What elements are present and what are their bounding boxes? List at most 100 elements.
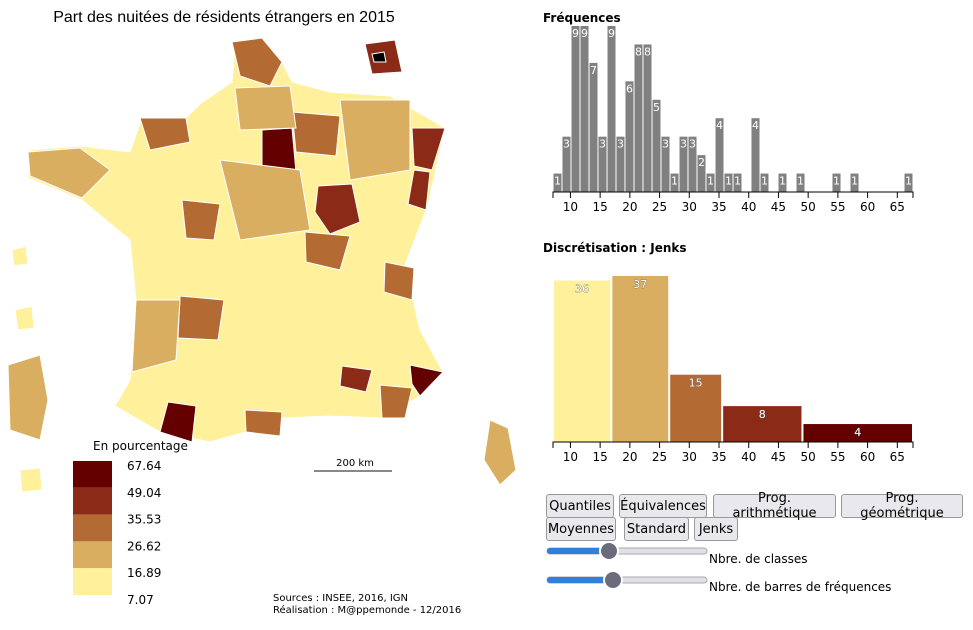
- legend: 67.64 49.04 35.53 26.62 16.89 7.07: [73, 459, 161, 607]
- credits: Réalisation : M@ppemonde - 12/2016: [273, 604, 461, 616]
- x-tick-label: 15: [592, 450, 607, 464]
- bar-label: 3: [599, 138, 606, 151]
- bar-label: 6: [626, 82, 633, 95]
- x-tick-label: 55: [830, 200, 845, 214]
- map-title: Part des nuitées de résidents étrangers …: [53, 9, 395, 26]
- bar-label: 1: [554, 175, 561, 188]
- bar-label: 9: [572, 27, 579, 40]
- legend-label: 35.53: [127, 513, 161, 527]
- bar: [612, 276, 669, 442]
- chart-title: Fréquences: [543, 11, 621, 25]
- x-tick-label: 60: [860, 200, 875, 214]
- bar: [670, 374, 722, 442]
- region: [131, 299, 181, 373]
- bar-label: 3: [680, 138, 687, 151]
- legend-swatch: [73, 461, 112, 488]
- bar-label: 36: [575, 282, 589, 295]
- region: [379, 384, 413, 419]
- bar-label: 1: [734, 175, 741, 188]
- method-button[interactable]: Équivalences: [619, 494, 707, 518]
- x-tick-label: 10: [563, 450, 578, 464]
- x-tick-label: 40: [741, 450, 756, 464]
- bar-label: 15: [689, 377, 703, 390]
- bar-label: 8: [635, 45, 642, 58]
- legend-label: 67.64: [127, 459, 161, 473]
- bar: [598, 136, 607, 192]
- bar: [724, 173, 733, 192]
- x-tick-label: 60: [860, 450, 875, 464]
- method-button[interactable]: Prog. arithmétique: [713, 491, 836, 521]
- bar-label: 4: [752, 119, 759, 132]
- bar-label: 4: [716, 119, 723, 132]
- bar-label: 4: [854, 426, 861, 439]
- bar: [616, 136, 625, 192]
- method-button[interactable]: Prog. géométrique: [841, 491, 963, 521]
- bar: [796, 173, 805, 192]
- map: [7, 37, 517, 493]
- bar: [562, 136, 571, 192]
- region: [177, 295, 225, 341]
- x-tick-label: 45: [771, 200, 786, 214]
- bar: [554, 280, 611, 442]
- method-button[interactable]: Standard: [624, 517, 689, 541]
- x-tick-label: 10: [563, 200, 578, 214]
- bar-label: 7: [590, 64, 597, 77]
- scale-label: 200 km: [336, 458, 374, 469]
- bar-label: 9: [581, 27, 588, 40]
- bar: [652, 99, 661, 192]
- bar: [778, 173, 787, 192]
- slider-thumb[interactable]: [603, 570, 623, 590]
- bar: [760, 173, 769, 192]
- legend-swatch: [73, 487, 112, 515]
- region: [139, 117, 191, 151]
- x-tick-label: 25: [652, 200, 667, 214]
- region: [27, 147, 111, 199]
- method-button[interactable]: Jenks: [694, 517, 738, 541]
- bar-label: 9: [608, 27, 615, 40]
- guyane: [7, 354, 49, 441]
- bar: [607, 26, 616, 192]
- region: [291, 111, 341, 157]
- region: [383, 261, 415, 301]
- region: [339, 99, 411, 181]
- method-button[interactable]: Moyennes: [546, 517, 616, 541]
- region: [411, 127, 446, 171]
- slider-label: Nbre. de classes: [709, 552, 808, 566]
- bar: [553, 173, 562, 192]
- bar-label: 3: [689, 138, 696, 151]
- bar: [850, 173, 859, 192]
- legend-swatch: [73, 514, 112, 542]
- bar-label: 1: [797, 175, 804, 188]
- sources: Sources : INSEE, 2016, IGN: [273, 593, 408, 604]
- method-button[interactable]: Quantiles: [546, 494, 614, 518]
- bar: [571, 26, 580, 192]
- region: [407, 169, 431, 211]
- slider-thumb[interactable]: [599, 541, 619, 561]
- region: [314, 183, 361, 235]
- bar-label: 1: [779, 175, 786, 188]
- legend-label: 26.62: [127, 539, 161, 553]
- region: [409, 364, 444, 397]
- x-tick-label: 30: [682, 450, 697, 464]
- bar: [904, 173, 913, 192]
- guadeloupe: [11, 245, 29, 267]
- region: [339, 365, 373, 393]
- slider-label: Nbre. de barres de fréquences: [709, 580, 892, 594]
- bar: [580, 26, 589, 192]
- legend-title: En pourcentage: [93, 439, 188, 453]
- chart-title: Discrétisation : Jenks: [543, 241, 687, 255]
- x-tick-label: 25: [652, 450, 667, 464]
- x-tick-label: 30: [682, 200, 697, 214]
- bar: [670, 173, 679, 192]
- x-axis: [552, 441, 914, 448]
- bar: [706, 173, 715, 192]
- x-tick-label: 15: [592, 200, 607, 214]
- bar: [803, 424, 912, 442]
- slider-fill: [547, 548, 609, 554]
- x-tick-label: 35: [711, 200, 726, 214]
- bar-label: 8: [759, 408, 766, 421]
- bar: [751, 118, 760, 192]
- region: [159, 401, 197, 443]
- bar: [697, 155, 706, 192]
